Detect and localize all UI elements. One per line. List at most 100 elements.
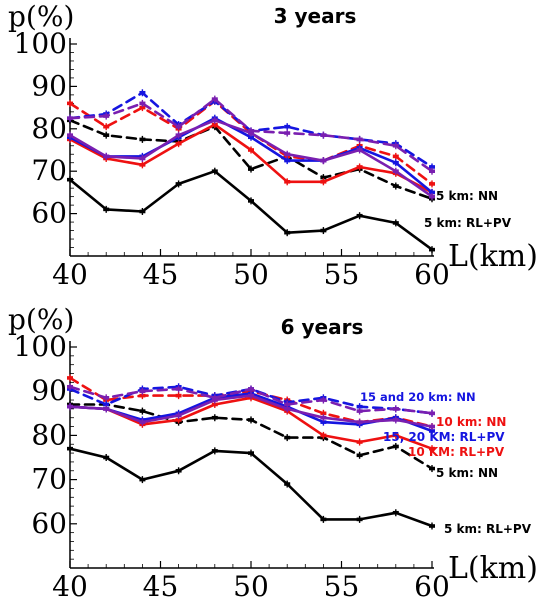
data-point — [356, 165, 363, 169]
series-7 — [67, 392, 435, 431]
data-point — [175, 182, 182, 186]
data-point — [320, 175, 327, 180]
data-point — [67, 384, 73, 389]
data-point — [248, 135, 254, 140]
data-point — [175, 387, 182, 391]
data-point — [139, 393, 146, 398]
series-8 — [67, 383, 435, 417]
data-point — [284, 124, 291, 129]
data-point — [320, 180, 327, 184]
data-point — [392, 184, 399, 188]
data-point — [67, 101, 73, 106]
data-point — [392, 433, 399, 438]
series-annotation: 5 km: RL+PV — [424, 216, 512, 230]
data-point — [139, 137, 146, 142]
data-point — [392, 407, 399, 411]
data-point — [392, 169, 399, 173]
x-axis-label: L(km) — [448, 239, 538, 274]
data-point — [67, 177, 73, 182]
data-point — [175, 413, 182, 418]
data-point — [175, 133, 182, 137]
data-point — [284, 180, 291, 184]
data-point — [429, 165, 435, 169]
x-tick-label: 40 — [52, 570, 88, 603]
series-1 — [67, 445, 435, 530]
data-point — [103, 124, 110, 129]
data-point — [320, 420, 327, 424]
data-point — [211, 402, 218, 407]
series-annotation: 10 KM: RL+PV — [408, 445, 505, 459]
data-point — [103, 207, 110, 212]
data-point — [67, 133, 73, 137]
y-tick-label: 60 — [31, 197, 67, 230]
data-point — [320, 133, 327, 137]
data-point — [429, 466, 435, 471]
data-point — [175, 468, 182, 473]
data-point — [139, 105, 146, 110]
data-point — [356, 213, 363, 218]
chart-title: 3 years — [274, 4, 357, 28]
data-point — [211, 118, 218, 123]
series-line — [68, 447, 434, 528]
data-point — [67, 376, 73, 380]
chart-panel-1: 3 years 60 70 80 90 100 40 45 50 55 60 p(%) L(km) 5 k… — [8, 0, 538, 291]
data-point — [392, 154, 399, 159]
y-tick-label: 90 — [31, 374, 67, 407]
series-annotation: 15, 20 KM: RL+PV — [383, 430, 505, 444]
data-point — [284, 152, 291, 157]
data-point — [320, 415, 327, 420]
data-point — [356, 137, 363, 142]
data-point — [248, 418, 254, 422]
data-point — [103, 407, 110, 411]
data-point — [248, 148, 254, 152]
data-point — [356, 148, 363, 152]
x-tick-label: 60 — [414, 570, 450, 603]
x-tick-label: 55 — [324, 570, 360, 603]
data-point — [248, 129, 254, 133]
y-tick-label: 100 — [14, 330, 67, 363]
data-point — [67, 404, 73, 409]
data-point — [248, 167, 254, 171]
data-point — [320, 433, 327, 438]
series-annotation: 5 km: RL+PV — [444, 522, 532, 536]
data-point — [139, 409, 146, 413]
series-annotation: 5 km: NN — [436, 189, 498, 203]
data-point — [320, 158, 327, 163]
x-tick-label: 50 — [233, 570, 269, 603]
data-point — [175, 393, 182, 398]
data-point — [356, 409, 363, 413]
data-point — [356, 453, 363, 458]
data-point — [284, 407, 291, 411]
data-point — [103, 114, 110, 118]
data-point — [320, 411, 327, 416]
data-point — [211, 396, 218, 400]
data-point — [248, 199, 254, 203]
data-point — [392, 143, 399, 148]
y-tick-label: 90 — [31, 69, 67, 102]
data-point — [67, 446, 73, 451]
data-point — [284, 482, 291, 486]
data-point — [67, 116, 73, 120]
y-tick-label: 80 — [31, 112, 67, 145]
x-tick-label: 60 — [414, 258, 450, 291]
chart-title: 6 years — [281, 315, 364, 339]
data-point — [320, 398, 327, 402]
data-point — [175, 124, 182, 129]
data-point — [248, 387, 254, 391]
data-point — [320, 228, 327, 233]
data-point — [429, 411, 435, 416]
data-point — [429, 194, 435, 199]
data-point — [139, 389, 146, 393]
data-point — [429, 429, 435, 433]
data-point — [175, 141, 182, 146]
data-point — [284, 435, 291, 440]
data-point — [211, 97, 218, 101]
y-tick-label: 70 — [31, 154, 67, 187]
series-line — [68, 119, 434, 201]
data-point — [429, 247, 435, 252]
data-point — [139, 420, 146, 424]
data-point — [392, 221, 399, 225]
chart-panel-2: 6 years 60 70 80 90 100 40 45 50 55 60 p(%) L(km) 15 … — [8, 303, 538, 603]
data-point — [392, 418, 399, 422]
